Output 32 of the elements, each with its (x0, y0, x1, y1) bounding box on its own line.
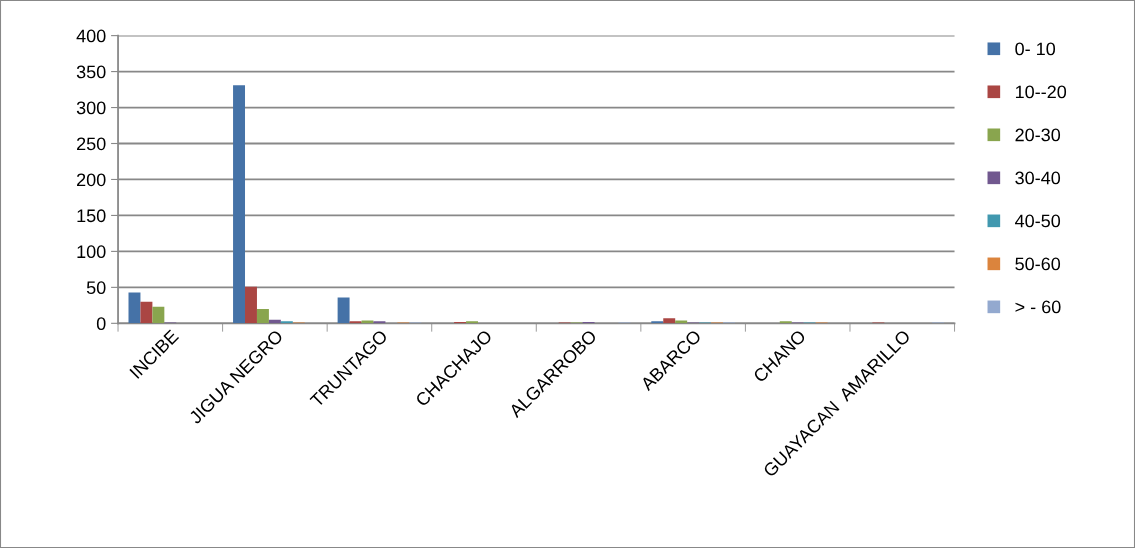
legend-label: > - 60 (1015, 300, 1061, 314)
y-tick-label: 0 (96, 317, 106, 331)
bar (128, 292, 141, 324)
legend-label: 50-60 (1015, 257, 1061, 271)
bar (373, 321, 386, 324)
bar (256, 308, 269, 324)
bar (140, 301, 153, 324)
bar (361, 320, 374, 324)
bar (779, 321, 792, 324)
legend-label: 20-30 (1015, 128, 1061, 142)
bar (337, 297, 350, 324)
y-tick-label: 200 (77, 173, 106, 187)
y-tick-label: 250 (77, 137, 106, 151)
bar (152, 306, 165, 324)
bar (233, 85, 246, 324)
y-tick-label: 300 (76, 101, 106, 115)
bar (675, 320, 688, 324)
bar (466, 321, 479, 324)
legend-label: 0- 10 (1015, 42, 1056, 56)
legend-label: 30-40 (1015, 171, 1061, 185)
bar (651, 321, 664, 324)
bar (245, 286, 257, 324)
legend-label: 40-50 (1015, 214, 1061, 228)
y-tick-label: 50 (86, 281, 106, 295)
y-tick-label: 150 (77, 209, 106, 223)
bar (349, 321, 362, 324)
y-tick-label: 350 (76, 65, 106, 79)
legend-label: 10--20 (1015, 85, 1067, 99)
bar (280, 321, 293, 324)
y-tick-label: 400 (76, 29, 106, 43)
bar (663, 318, 676, 324)
y-tick-label: 100 (77, 245, 106, 259)
